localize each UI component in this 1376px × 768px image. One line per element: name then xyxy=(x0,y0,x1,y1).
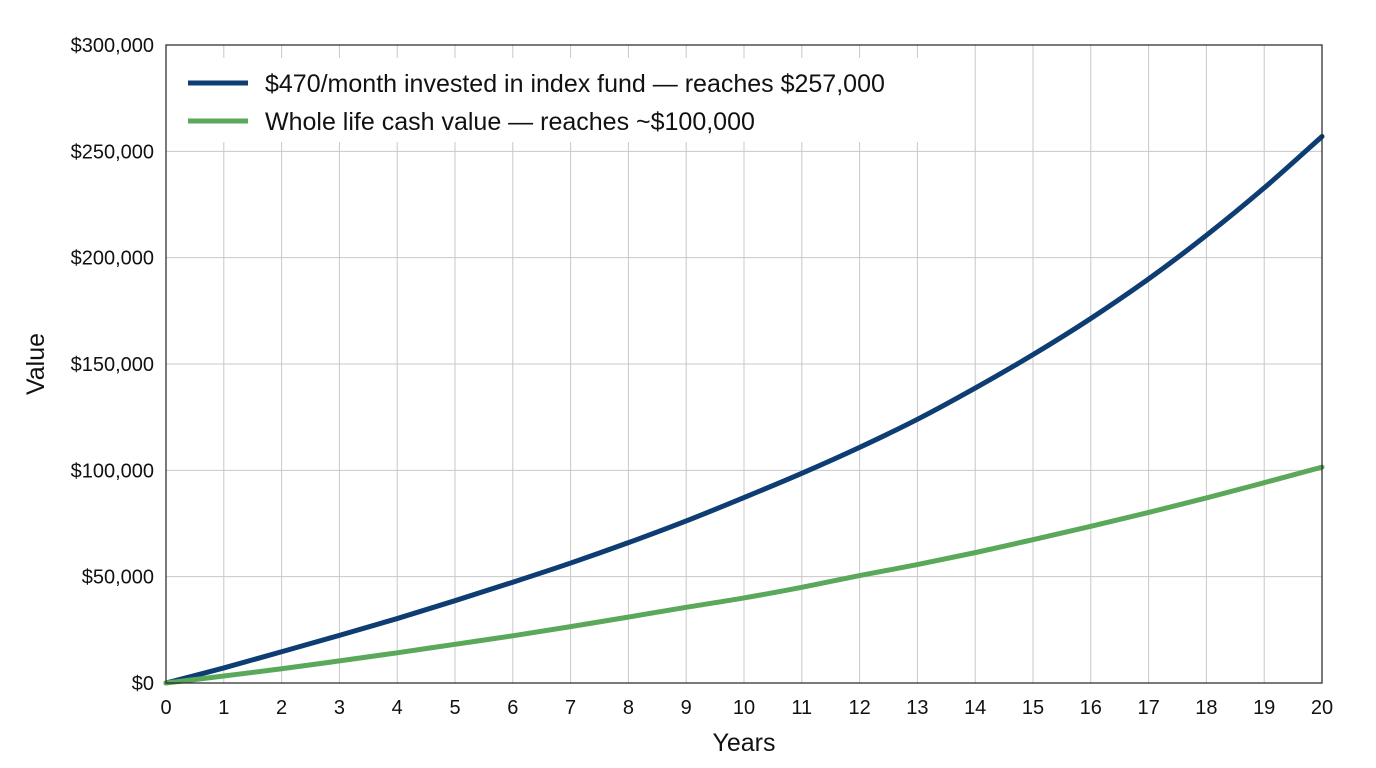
series-line-index-fund xyxy=(163,133,1325,686)
legend-background xyxy=(176,58,966,142)
legend: $470/month invested in index fund — reac… xyxy=(176,58,966,142)
y-tick-label: $0 xyxy=(132,673,154,695)
x-tick-label: 13 xyxy=(906,697,928,719)
x-tick-label: 18 xyxy=(1195,697,1217,719)
x-tick-label: 17 xyxy=(1137,697,1159,719)
x-tick-label: 6 xyxy=(507,697,518,719)
x-tick-label: 0 xyxy=(160,697,171,719)
x-tick-label: 15 xyxy=(1022,697,1044,719)
series-lines xyxy=(163,133,1325,686)
x-axis-label: Years xyxy=(712,729,775,757)
x-tick-label: 8 xyxy=(623,697,634,719)
x-tick-label: 19 xyxy=(1253,697,1275,719)
y-tick-label: $250,000 xyxy=(71,141,154,163)
x-tick-label: 11 xyxy=(791,697,812,719)
legend-label-whole-life: Whole life cash value — reaches ~$100,00… xyxy=(265,108,755,136)
y-tick-label: $150,000 xyxy=(71,354,154,376)
y-axis-label: Value xyxy=(22,333,50,395)
y-tick-label: $100,000 xyxy=(71,460,154,482)
x-tick-label: 2 xyxy=(276,697,287,719)
x-tick-label: 10 xyxy=(733,697,755,719)
x-tick-label: 1 xyxy=(218,697,229,719)
legend-label-index-fund: $470/month invested in index fund — reac… xyxy=(265,70,885,98)
x-tick-label: 5 xyxy=(449,697,460,719)
y-tick-label: $200,000 xyxy=(71,248,154,270)
x-tick-label: 20 xyxy=(1311,697,1333,719)
x-tick-label: 12 xyxy=(848,697,870,719)
x-tick-label: 16 xyxy=(1080,697,1102,719)
y-tick-labels: $0 $50,000 $100,000 $150,000 $200,000 $250,00… xyxy=(71,35,154,695)
x-tick-labels: 0 1 2 3 4 5 6 7 8 9 10 11 12 13 14 15 16 17 18 19 20 xyxy=(160,697,1333,719)
x-tick-label: 7 xyxy=(565,697,576,719)
plot-frame xyxy=(165,44,1323,684)
x-tick-label: 9 xyxy=(681,697,692,719)
x-tick-label: 3 xyxy=(334,697,345,719)
y-tick-label: $300,000 xyxy=(71,35,154,57)
series-line-whole-life xyxy=(163,464,1325,686)
y-tick-label: $50,000 xyxy=(82,567,154,589)
x-tick-label: 4 xyxy=(392,697,403,719)
x-tick-label: 14 xyxy=(964,697,986,719)
